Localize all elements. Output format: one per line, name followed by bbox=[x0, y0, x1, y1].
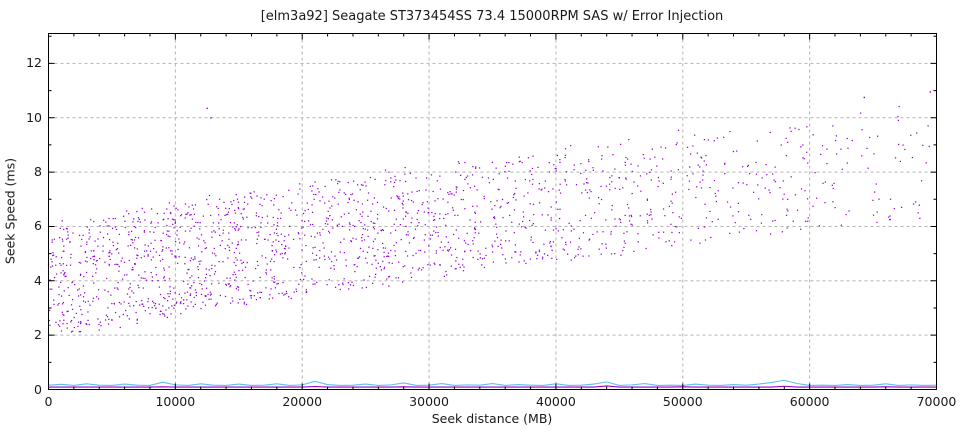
y-tick-label: 8 bbox=[34, 164, 42, 180]
x-tick-label: 70000 bbox=[916, 394, 957, 409]
y-tick-label: 6 bbox=[34, 218, 42, 234]
x-tick-label: 50000 bbox=[662, 394, 703, 409]
chart-title: [elm3a92] Seagate ST373454SS 73.4 15000R… bbox=[260, 9, 724, 24]
x-tick-label: 10000 bbox=[155, 394, 196, 409]
y-tick-label: 2 bbox=[34, 327, 42, 343]
x-tick-label: 40000 bbox=[536, 394, 576, 409]
x-axis-label: Seek distance (MB) bbox=[431, 411, 553, 426]
x-tick-labels: 0 10000 20000 30000 40000 50000 60000 70000 bbox=[0, 394, 960, 410]
x-tick-label: 20000 bbox=[282, 394, 323, 409]
y-tick-label: 10 bbox=[26, 109, 42, 125]
y-tick-label: 0 bbox=[34, 381, 42, 397]
x-tick-label: 30000 bbox=[409, 394, 449, 409]
y-tick-label: 4 bbox=[34, 272, 42, 288]
y-tick-labels: 0 2 4 6 8 10 12 bbox=[0, 0, 44, 432]
x-tick-label: 60000 bbox=[789, 394, 830, 409]
y-tick-label: 12 bbox=[26, 55, 42, 71]
x-tick-label: 0 bbox=[44, 394, 53, 409]
